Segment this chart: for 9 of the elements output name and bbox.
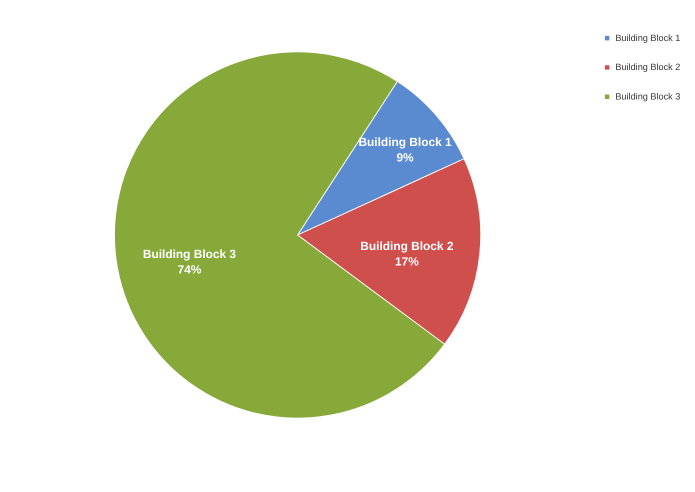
legend-label: Building Block 1 — [615, 32, 680, 43]
data-label: 9% — [396, 150, 414, 164]
legend-label: Building Block 3 — [615, 91, 680, 102]
slice-label: Building Block 1 — [358, 134, 452, 149]
data-label: 17% — [394, 254, 420, 269]
slice-label: Building Block 2 — [360, 239, 454, 254]
slice-label: Building Block 3 — [142, 247, 236, 262]
data-label: 74% — [178, 262, 202, 277]
legend-label: Building Block 2 — [615, 62, 680, 72]
